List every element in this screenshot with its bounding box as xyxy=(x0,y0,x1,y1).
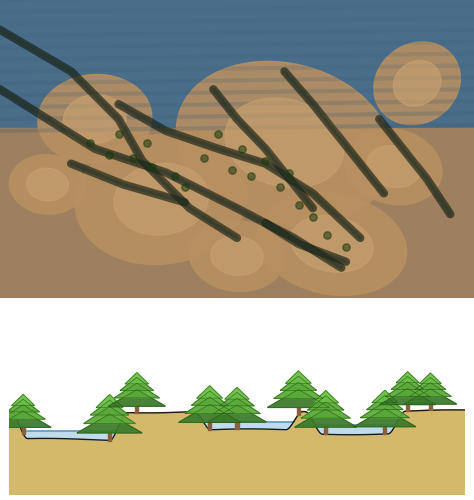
Polygon shape xyxy=(197,386,222,398)
Polygon shape xyxy=(280,376,317,390)
Polygon shape xyxy=(109,390,165,406)
Polygon shape xyxy=(22,432,116,440)
Polygon shape xyxy=(295,409,356,427)
Polygon shape xyxy=(301,402,350,418)
Polygon shape xyxy=(220,392,254,406)
Polygon shape xyxy=(410,382,451,396)
Polygon shape xyxy=(367,146,420,188)
Polygon shape xyxy=(360,402,410,418)
Polygon shape xyxy=(114,164,209,235)
Bar xyxy=(383,427,386,434)
Polygon shape xyxy=(84,406,136,424)
Polygon shape xyxy=(64,94,126,144)
Polygon shape xyxy=(77,414,142,433)
Polygon shape xyxy=(385,382,430,396)
Polygon shape xyxy=(291,216,373,272)
Polygon shape xyxy=(176,62,392,224)
Point xyxy=(285,168,293,176)
Polygon shape xyxy=(313,390,338,403)
Polygon shape xyxy=(404,388,456,404)
Point xyxy=(276,184,283,192)
Polygon shape xyxy=(315,424,395,435)
Polygon shape xyxy=(114,383,159,398)
Point xyxy=(148,162,155,170)
Polygon shape xyxy=(1,404,45,419)
Polygon shape xyxy=(179,404,241,422)
Bar xyxy=(108,433,111,440)
Point xyxy=(342,243,350,251)
Point xyxy=(247,172,255,179)
Point xyxy=(200,154,208,162)
Polygon shape xyxy=(7,399,39,412)
Point xyxy=(86,139,94,147)
Polygon shape xyxy=(9,154,85,214)
Polygon shape xyxy=(286,371,311,383)
Bar xyxy=(406,404,409,411)
Polygon shape xyxy=(214,398,260,413)
Polygon shape xyxy=(380,388,436,404)
Polygon shape xyxy=(225,98,344,188)
Point xyxy=(262,156,269,164)
Point xyxy=(228,166,236,173)
Bar xyxy=(324,427,328,434)
Point xyxy=(143,139,151,147)
Polygon shape xyxy=(393,60,441,106)
Polygon shape xyxy=(354,408,416,427)
Bar xyxy=(297,408,300,414)
Bar xyxy=(0,128,474,298)
Polygon shape xyxy=(120,378,154,390)
Bar xyxy=(208,422,211,430)
Polygon shape xyxy=(208,405,266,422)
Polygon shape xyxy=(38,74,152,164)
Polygon shape xyxy=(27,168,68,201)
Point xyxy=(105,150,113,158)
Polygon shape xyxy=(203,422,293,430)
Polygon shape xyxy=(12,394,35,406)
Polygon shape xyxy=(345,128,442,204)
Polygon shape xyxy=(189,220,285,292)
Polygon shape xyxy=(125,372,149,384)
Polygon shape xyxy=(257,192,407,296)
Polygon shape xyxy=(9,410,465,495)
Point xyxy=(295,202,302,209)
Point xyxy=(181,184,189,192)
Bar xyxy=(429,404,432,410)
Polygon shape xyxy=(396,372,419,383)
Polygon shape xyxy=(75,134,247,264)
Point xyxy=(115,130,122,138)
Bar xyxy=(22,428,25,434)
Polygon shape xyxy=(415,378,446,390)
Point xyxy=(323,231,331,239)
Polygon shape xyxy=(211,236,263,276)
Polygon shape xyxy=(191,391,228,405)
Point xyxy=(129,154,137,162)
Bar xyxy=(136,406,138,413)
Polygon shape xyxy=(274,382,323,398)
Polygon shape xyxy=(391,376,424,389)
Polygon shape xyxy=(91,400,129,415)
Point xyxy=(172,172,179,179)
Point xyxy=(309,213,317,221)
Polygon shape xyxy=(96,394,123,407)
Polygon shape xyxy=(308,396,344,410)
Polygon shape xyxy=(374,42,460,124)
Polygon shape xyxy=(225,388,249,399)
Point xyxy=(238,145,246,153)
Polygon shape xyxy=(0,411,51,428)
Bar xyxy=(236,422,238,429)
Polygon shape xyxy=(419,373,441,384)
Polygon shape xyxy=(372,390,398,402)
Point xyxy=(214,130,222,138)
Polygon shape xyxy=(367,396,403,409)
Polygon shape xyxy=(267,390,329,407)
Bar xyxy=(0,0,474,134)
Polygon shape xyxy=(185,397,234,413)
